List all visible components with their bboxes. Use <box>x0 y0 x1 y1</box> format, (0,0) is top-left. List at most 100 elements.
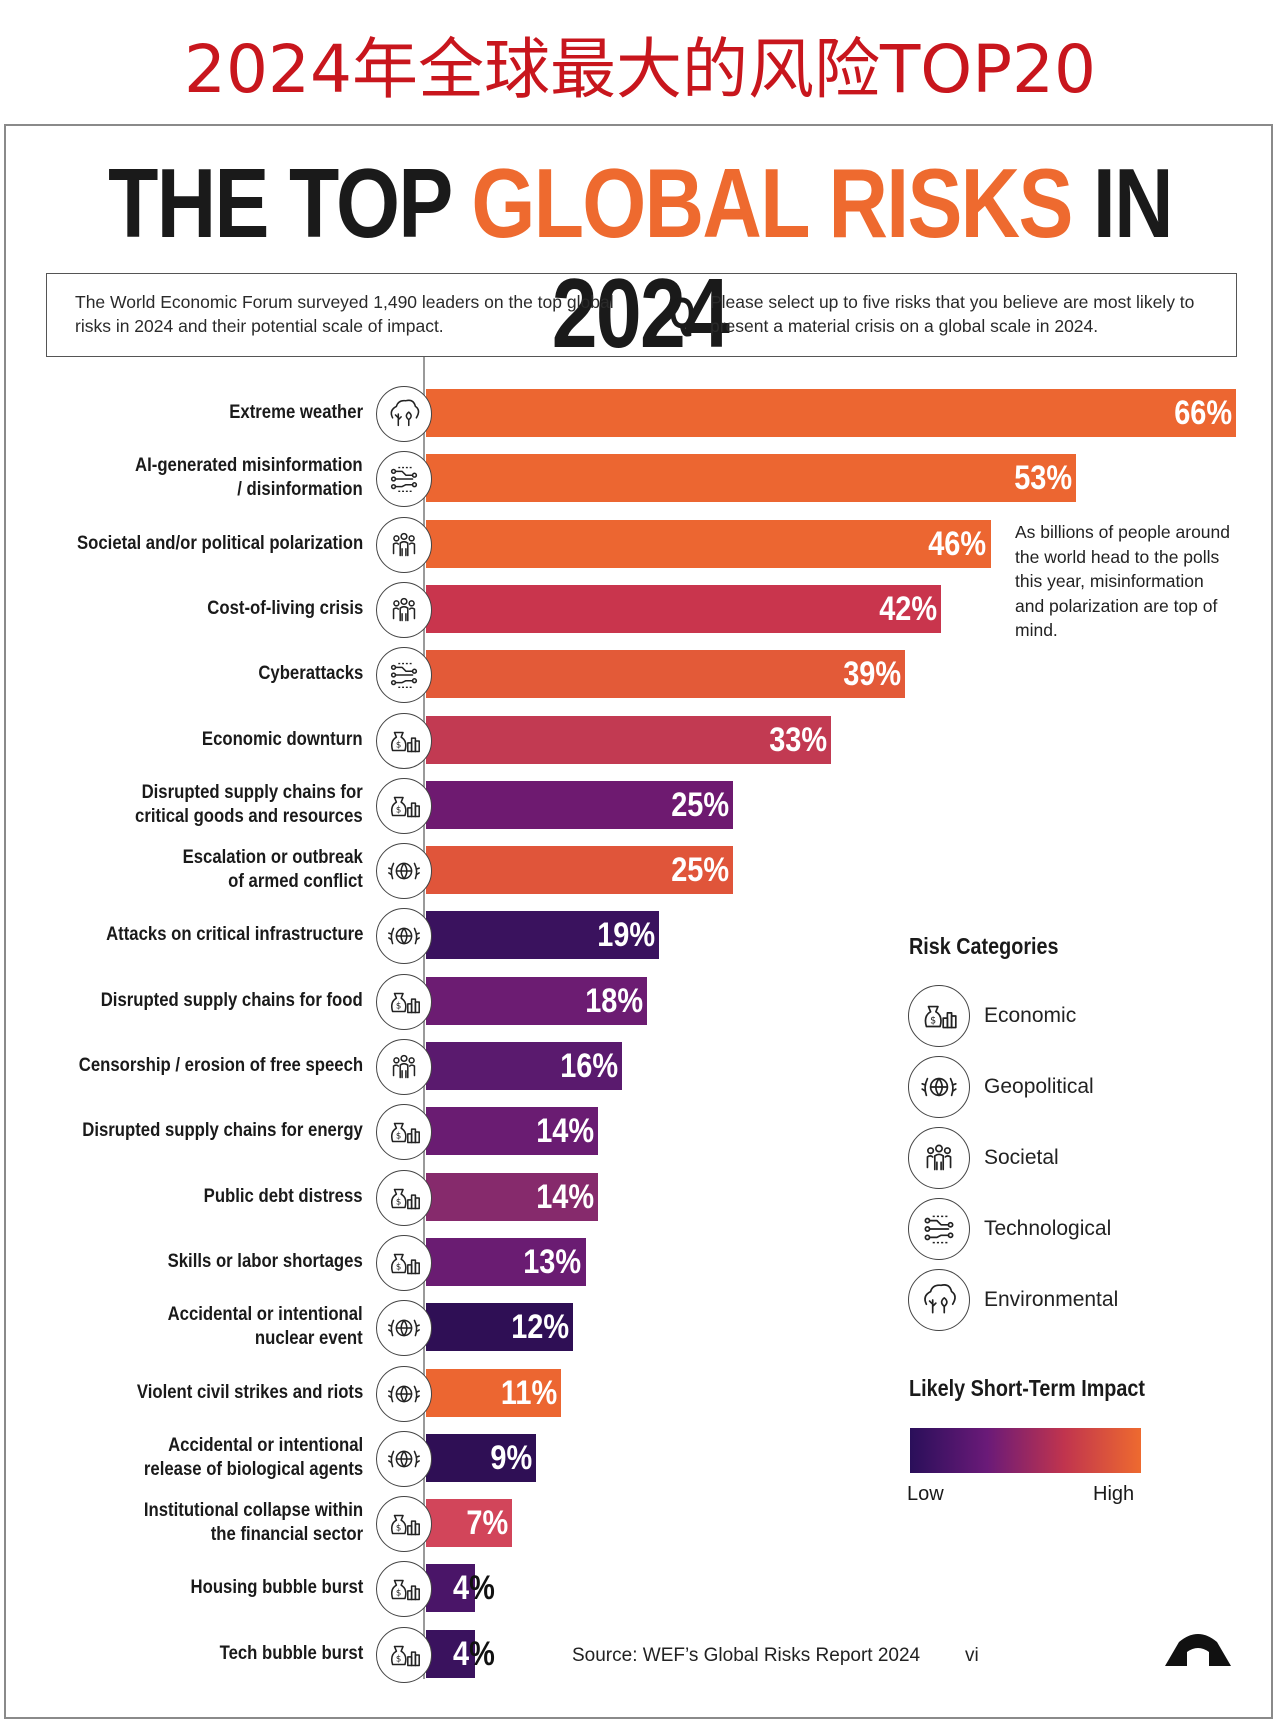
risk-row: Attacks on critical infrastructure 19% <box>0 907 1280 973</box>
legend-impact-title: Likely Short-Term Impact <box>909 1375 1145 1401</box>
risk-label-line: Disrupted supply chains for energy <box>82 1120 363 1142</box>
title-part-2: IN 2024 <box>551 148 1174 368</box>
legend-categories-title: Risk Categories <box>909 933 1059 959</box>
publisher-logo-icon <box>1165 1634 1231 1666</box>
credit-text: vi <box>965 1645 979 1666</box>
risk-value-label: 25% <box>670 851 729 890</box>
legend-item-label: Environmental <box>984 1288 1119 1311</box>
risk-bar <box>426 1303 574 1352</box>
risk-label-line: Skills or labor shortages <box>167 1250 363 1272</box>
risk-label-line: of armed conflict <box>228 871 363 893</box>
risk-label: Societal and/or political polarization <box>77 516 363 572</box>
risk-label-line: Economic downturn <box>202 728 363 750</box>
risk-label-line: Accidental or intentional <box>167 1434 363 1456</box>
survey-question-text: Please select up to five risks that you … <box>710 292 1195 336</box>
risk-bar <box>426 976 647 1025</box>
risk-label-line: nuclear event <box>255 1328 363 1350</box>
percent-suffix: % <box>469 1569 495 1608</box>
risk-row: Cost-of-living crisis 42% <box>0 581 1280 647</box>
economic-icon: $ <box>376 1626 432 1683</box>
risk-row: Economic downturn $ 33% <box>0 712 1280 778</box>
risk-label-line: Censorship / erosion of free speech <box>78 1055 363 1076</box>
svg-text:$: $ <box>930 1015 936 1026</box>
risk-label-line: release of biological agents <box>143 1458 363 1480</box>
risk-row: Societal and/or political polarization 4… <box>0 516 1280 582</box>
legend-item: $ Economic <box>908 985 1228 1047</box>
geopolitical-icon <box>908 1056 970 1118</box>
risk-bar <box>426 584 942 633</box>
risk-label-line: / disinformation <box>237 479 363 501</box>
risk-label-line: Disrupted supply chains for food <box>101 989 363 1011</box>
risk-label-line: Attacks on critical infrastructure <box>105 924 363 946</box>
legend-item-label: Societal <box>984 1146 1059 1169</box>
risk-label-line: Violent civil strikes and riots <box>136 1381 363 1403</box>
risk-row: Disrupted supply chains for critical good… <box>0 777 1280 843</box>
technological-icon <box>376 451 432 508</box>
risk-label-line: Societal and/or political polarization <box>76 532 363 554</box>
economic-icon: $ <box>376 1496 432 1553</box>
risk-label: Censorship / erosion of free speech <box>79 1038 363 1094</box>
risk-bar <box>426 1237 586 1286</box>
risk-bar <box>426 389 1236 437</box>
risk-value-label: 4% <box>453 1634 495 1673</box>
legend-item: Environmental <box>908 1269 1228 1331</box>
risk-value-label: 42% <box>879 589 938 628</box>
risk-row: Skills or labor shortages $ 13% <box>0 1234 1280 1300</box>
risk-row: Disrupted supply chains for energy $ 14% <box>0 1103 1280 1169</box>
risk-value-label: 53% <box>1014 459 1073 498</box>
risk-value-label: 14% <box>535 1112 594 1151</box>
svg-text:$: $ <box>396 1589 401 1599</box>
risk-label-line: Cost-of-living crisis <box>206 597 363 619</box>
societal-icon <box>908 1127 970 1189</box>
geopolitical-icon <box>376 1430 432 1487</box>
risk-value-label: 12% <box>511 1308 570 1347</box>
svg-text:$: $ <box>396 740 401 750</box>
geopolitical-icon <box>376 843 432 900</box>
risk-label: Attacks on critical infrastructure <box>106 907 363 963</box>
risk-row: Public debt distress $ 14% <box>0 1169 1280 1235</box>
risk-label: Cost-of-living crisis <box>207 581 363 637</box>
risk-label-line: Extreme weather <box>229 402 363 423</box>
svg-text:$: $ <box>396 1524 401 1534</box>
legend-item: Technological <box>908 1198 1228 1260</box>
risk-row: Escalation or outbreak of armed conflict … <box>0 842 1280 908</box>
risk-value-label: 19% <box>597 916 656 955</box>
risk-label: Escalation or outbreak of armed conflict <box>183 842 363 898</box>
risk-label: Public debt distress <box>204 1169 363 1225</box>
risk-label-line: Public debt distress <box>204 1185 363 1207</box>
risk-label-line: Tech bubble burst <box>219 1642 363 1664</box>
risk-label: Institutional collapse within the financi… <box>144 1495 363 1551</box>
chart-annotation: As billions of people around the world h… <box>1015 522 1231 640</box>
impact-low-label: Low <box>907 1483 944 1505</box>
legend-item-label: Geopolitical <box>984 1075 1094 1098</box>
economic-icon: $ <box>376 1234 432 1291</box>
svg-text:$: $ <box>396 1132 401 1142</box>
risk-bar <box>426 650 905 699</box>
svg-text:$: $ <box>396 1263 401 1273</box>
legend-item: Societal <box>908 1127 1228 1189</box>
risk-label: Disrupted supply chains for energy <box>82 1103 363 1159</box>
risk-row: Accidental or intentional nuclear event 1… <box>0 1299 1280 1365</box>
risk-value-label: 7% <box>466 1504 508 1543</box>
economic-icon: $ <box>376 1169 432 1226</box>
risk-row: Accidental or intentional release of biol… <box>0 1430 1280 1496</box>
risk-label-line: the financial sector <box>210 1524 363 1546</box>
geopolitical-icon <box>376 1300 432 1357</box>
risk-label-line: Cyberattacks <box>257 663 363 685</box>
risk-bar <box>426 1564 476 1613</box>
risk-bar <box>426 1629 476 1678</box>
risk-row: Tech bubble burst $ 4% <box>0 1626 1280 1692</box>
environmental-icon <box>376 386 432 442</box>
svg-text:$: $ <box>396 1001 401 1011</box>
risk-label: Housing bubble burst <box>190 1560 363 1616</box>
risk-bar <box>426 1433 537 1482</box>
risk-value-label: 39% <box>842 655 901 694</box>
geopolitical-icon <box>376 1365 432 1422</box>
risk-value-label: 66% <box>1174 394 1232 432</box>
risk-row: Cyberattacks 39% <box>0 646 1280 712</box>
risk-bar <box>426 1499 512 1548</box>
risk-row: Housing bubble burst $ 4% <box>0 1560 1280 1626</box>
risk-value-label: 16% <box>560 1047 619 1085</box>
geopolitical-icon <box>376 908 432 965</box>
risk-label-line: Housing bubble burst <box>190 1577 363 1599</box>
